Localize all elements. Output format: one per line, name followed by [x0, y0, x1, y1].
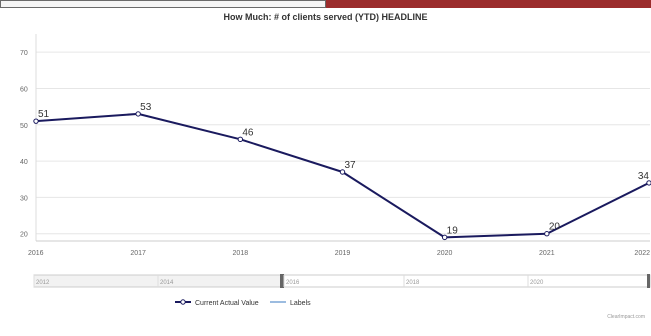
- y-tick-label: 70: [20, 50, 28, 57]
- data-point: [237, 136, 244, 143]
- data-point: [339, 169, 346, 175]
- data-point: [441, 234, 448, 241]
- legend[interactable]: Current Actual Value Labels: [175, 299, 311, 307]
- legend-label-current-actual-value: Current Actual Value: [195, 300, 259, 307]
- data-label: 53: [140, 102, 152, 113]
- data-label: 19: [447, 225, 459, 236]
- grid-lines: [35, 34, 650, 242]
- top-bar-right: [326, 0, 651, 8]
- y-tick-label: 60: [20, 86, 28, 93]
- y-axis-ticks: 20 30 40 50 60 70: [20, 50, 28, 239]
- legend-marker-current-actual-value: [180, 299, 186, 305]
- x-tick-label: 2018: [233, 250, 249, 257]
- series-line: [35, 112, 650, 239]
- navigator-label: 2014: [160, 280, 174, 286]
- credit-text: ClearImpact.com: [607, 314, 645, 320]
- navigator-label: 2012: [36, 280, 50, 286]
- legend-label-labels: Labels: [290, 300, 311, 307]
- series-current-actual-value: [35, 112, 650, 239]
- data-point: [544, 231, 550, 237]
- top-bar-left: [0, 0, 326, 8]
- chart-title: How Much: # of clients served (YTD) HEAD…: [223, 12, 428, 22]
- x-axis-ticks: 2016 2017 2018 2019 2020 2021 2022: [28, 250, 650, 257]
- navigator-handle-right: [647, 274, 650, 288]
- data-points: [33, 111, 651, 241]
- navigator-label: 2020: [530, 280, 544, 286]
- data-label: 51: [38, 109, 50, 120]
- data-labels: 51 53 46 37 19 20 34: [38, 102, 649, 236]
- data-label: 34: [638, 171, 650, 182]
- x-tick-label: 2020: [437, 250, 453, 257]
- navigator-label: 2016: [286, 280, 300, 286]
- data-point: [135, 111, 141, 117]
- y-tick-label: 50: [20, 123, 28, 130]
- navigator-label: 2018: [406, 280, 420, 286]
- navigator-selection: [281, 274, 651, 288]
- x-tick-label: 2022: [634, 250, 650, 257]
- y-tick-label: 40: [20, 159, 28, 166]
- x-tick-label: 2016: [28, 250, 44, 257]
- data-point: [646, 180, 651, 186]
- data-point: [33, 118, 39, 124]
- y-tick-label: 20: [20, 232, 28, 239]
- range-navigator[interactable]: 2012 2014 2016 2018 2020: [33, 274, 651, 288]
- data-label: 37: [345, 160, 357, 171]
- x-tick-label: 2021: [539, 250, 555, 257]
- data-label: 20: [549, 222, 561, 233]
- x-tick-label: 2019: [335, 250, 351, 257]
- y-tick-label: 30: [20, 195, 28, 202]
- x-tick-label: 2017: [130, 250, 146, 257]
- navigator-handle-left: [280, 274, 284, 288]
- data-label: 46: [242, 127, 254, 138]
